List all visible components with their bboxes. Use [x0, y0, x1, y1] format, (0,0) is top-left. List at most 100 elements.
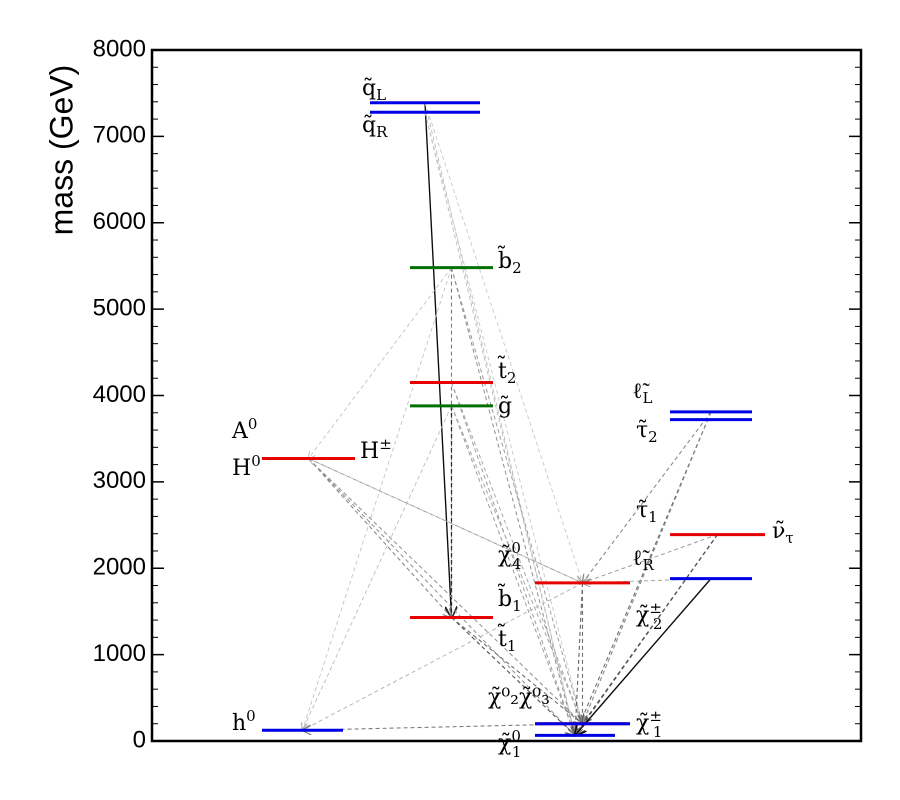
y-tick-label: 8000: [93, 35, 146, 62]
label-tau2: τ̃2: [636, 418, 658, 446]
label-t1-sub: 1: [507, 637, 517, 655]
decay-arrow: [308, 458, 452, 618]
y-tick-label: 6000: [93, 208, 146, 235]
decay-arrow: [308, 458, 583, 724]
label-b1: b̃1: [497, 582, 522, 615]
decay-arrow: [451, 617, 576, 735]
label-H0: H0: [232, 452, 261, 481]
decay-arrow: [309, 459, 583, 584]
label-h0-symbol: h: [232, 711, 246, 736]
label-chi1pm: χ̃± 1: [636, 707, 662, 741]
label-t2-symbol: t̃: [497, 354, 507, 384]
label-chi2pm: χ̃± 2: [636, 599, 662, 633]
y-tick-label: 4000: [93, 381, 146, 408]
y-tick-label: 2000: [93, 554, 146, 581]
label-qR-symbol: q̃: [362, 113, 376, 138]
label-eR: ℓ̃R: [632, 546, 655, 574]
label-h0: h0: [232, 707, 256, 736]
y-tick-label: 0: [133, 726, 146, 753]
label-chi1pm-symbol: χ̃: [636, 711, 649, 736]
y-tick-label: 3000: [93, 467, 146, 494]
decay-arrow: [451, 617, 583, 723]
label-A0-sup: 0: [248, 415, 258, 433]
label-chi40-symbol: χ̃: [498, 543, 511, 568]
label-t1: t̃1: [497, 622, 517, 655]
label-b1-sub: 1: [512, 597, 522, 615]
label-chi1pm-sup: ±: [649, 707, 662, 725]
label-Hpm-symbol: H: [360, 439, 379, 464]
label-Hpm: H±: [360, 435, 392, 464]
label-tau1: τ̃1: [636, 498, 658, 526]
label-chi10-sub: 1: [512, 743, 522, 761]
label-chi40: χ̃0 4: [498, 539, 521, 573]
label-gluino: g̃: [498, 394, 512, 419]
label-chi20chi30: χ̃⁰₂χ̃⁰₃: [488, 685, 550, 710]
mass-levels: [262, 101, 765, 737]
decay-arrows: [303, 102, 718, 736]
label-qL-symbol: q̃: [362, 76, 376, 101]
label-eR-sub: R: [643, 556, 655, 574]
label-h0-sup: 0: [246, 707, 256, 725]
decay-arrow: [575, 578, 712, 736]
decay-arrow: [451, 405, 576, 736]
label-t1-symbol: t̃: [497, 622, 507, 652]
plot-frame: [150, 48, 863, 743]
label-chi40-sup: 0: [511, 539, 521, 557]
label-nutau-sub: τ: [785, 529, 793, 547]
label-chi2pm-symbol: χ̃: [636, 603, 649, 628]
label-qL: q̃L: [362, 76, 386, 104]
decay-arrow: [583, 411, 712, 583]
decay-arrow: [309, 267, 452, 459]
decay-arrow: [424, 112, 583, 724]
decay-arrow: [583, 534, 718, 583]
label-chi10-sup: 0: [511, 727, 521, 745]
decay-arrow: [303, 267, 452, 731]
decay-arrow: [303, 723, 583, 730]
decay-arrow: [424, 102, 583, 583]
label-chi20chi30-symbol: χ̃⁰₂χ̃⁰₃: [488, 685, 550, 710]
label-b2-symbol: b̃: [497, 244, 512, 274]
label-nutau: ν̃τ: [772, 519, 794, 547]
label-b2-sub: 2: [512, 259, 522, 277]
y-axis-label: mass (GeV): [43, 65, 79, 236]
label-tau1-sub: 1: [648, 508, 658, 526]
label-tau2-sub: 2: [648, 428, 658, 446]
label-chi2pm-sup: ±: [649, 599, 662, 617]
label-t2-sub: 2: [507, 369, 517, 387]
decay-arrow: [451, 405, 583, 724]
label-H0-sup: 0: [251, 452, 261, 470]
decay-arrow: [583, 534, 718, 724]
label-t2: t̃2: [497, 354, 517, 387]
label-qL-sub: L: [376, 86, 386, 104]
label-A0: A0: [231, 415, 257, 444]
decay-arrow: [424, 112, 575, 735]
label-A0-symbol: A: [231, 419, 249, 444]
label-tau2-symbol: τ̃: [636, 418, 648, 443]
label-qR-sub: R: [376, 123, 388, 141]
label-chi1pm-sub: 1: [653, 723, 663, 741]
label-gluino-symbol: g̃: [498, 394, 512, 419]
decay-arrow: [451, 267, 583, 724]
y-tick-label: 1000: [93, 640, 146, 667]
label-b2: b̃2: [497, 244, 522, 277]
decay-arrow: [308, 458, 576, 736]
y-tick-label: 5000: [93, 294, 146, 321]
label-Hpm-sup: ±: [379, 435, 392, 453]
decay-arrow: [424, 102, 452, 618]
decay-arrow: [575, 582, 584, 735]
label-H0-symbol: H: [232, 456, 251, 481]
y-tick-label: 7000: [93, 122, 146, 149]
label-b1-symbol: b̃: [497, 582, 512, 612]
label-chi40-sub: 4: [512, 555, 522, 573]
decay-arrow: [451, 382, 576, 736]
label-nutau-symbol: ν̃: [772, 519, 785, 544]
label-eL-sub: L: [643, 389, 653, 407]
decay-arrow: [451, 267, 576, 736]
label-qR: q̃R: [362, 113, 388, 141]
decay-arrow: [303, 582, 583, 730]
label-chi10: χ̃0 1: [498, 727, 521, 761]
decay-arrow: [303, 405, 452, 730]
label-tau1-symbol: τ̃: [636, 498, 648, 523]
